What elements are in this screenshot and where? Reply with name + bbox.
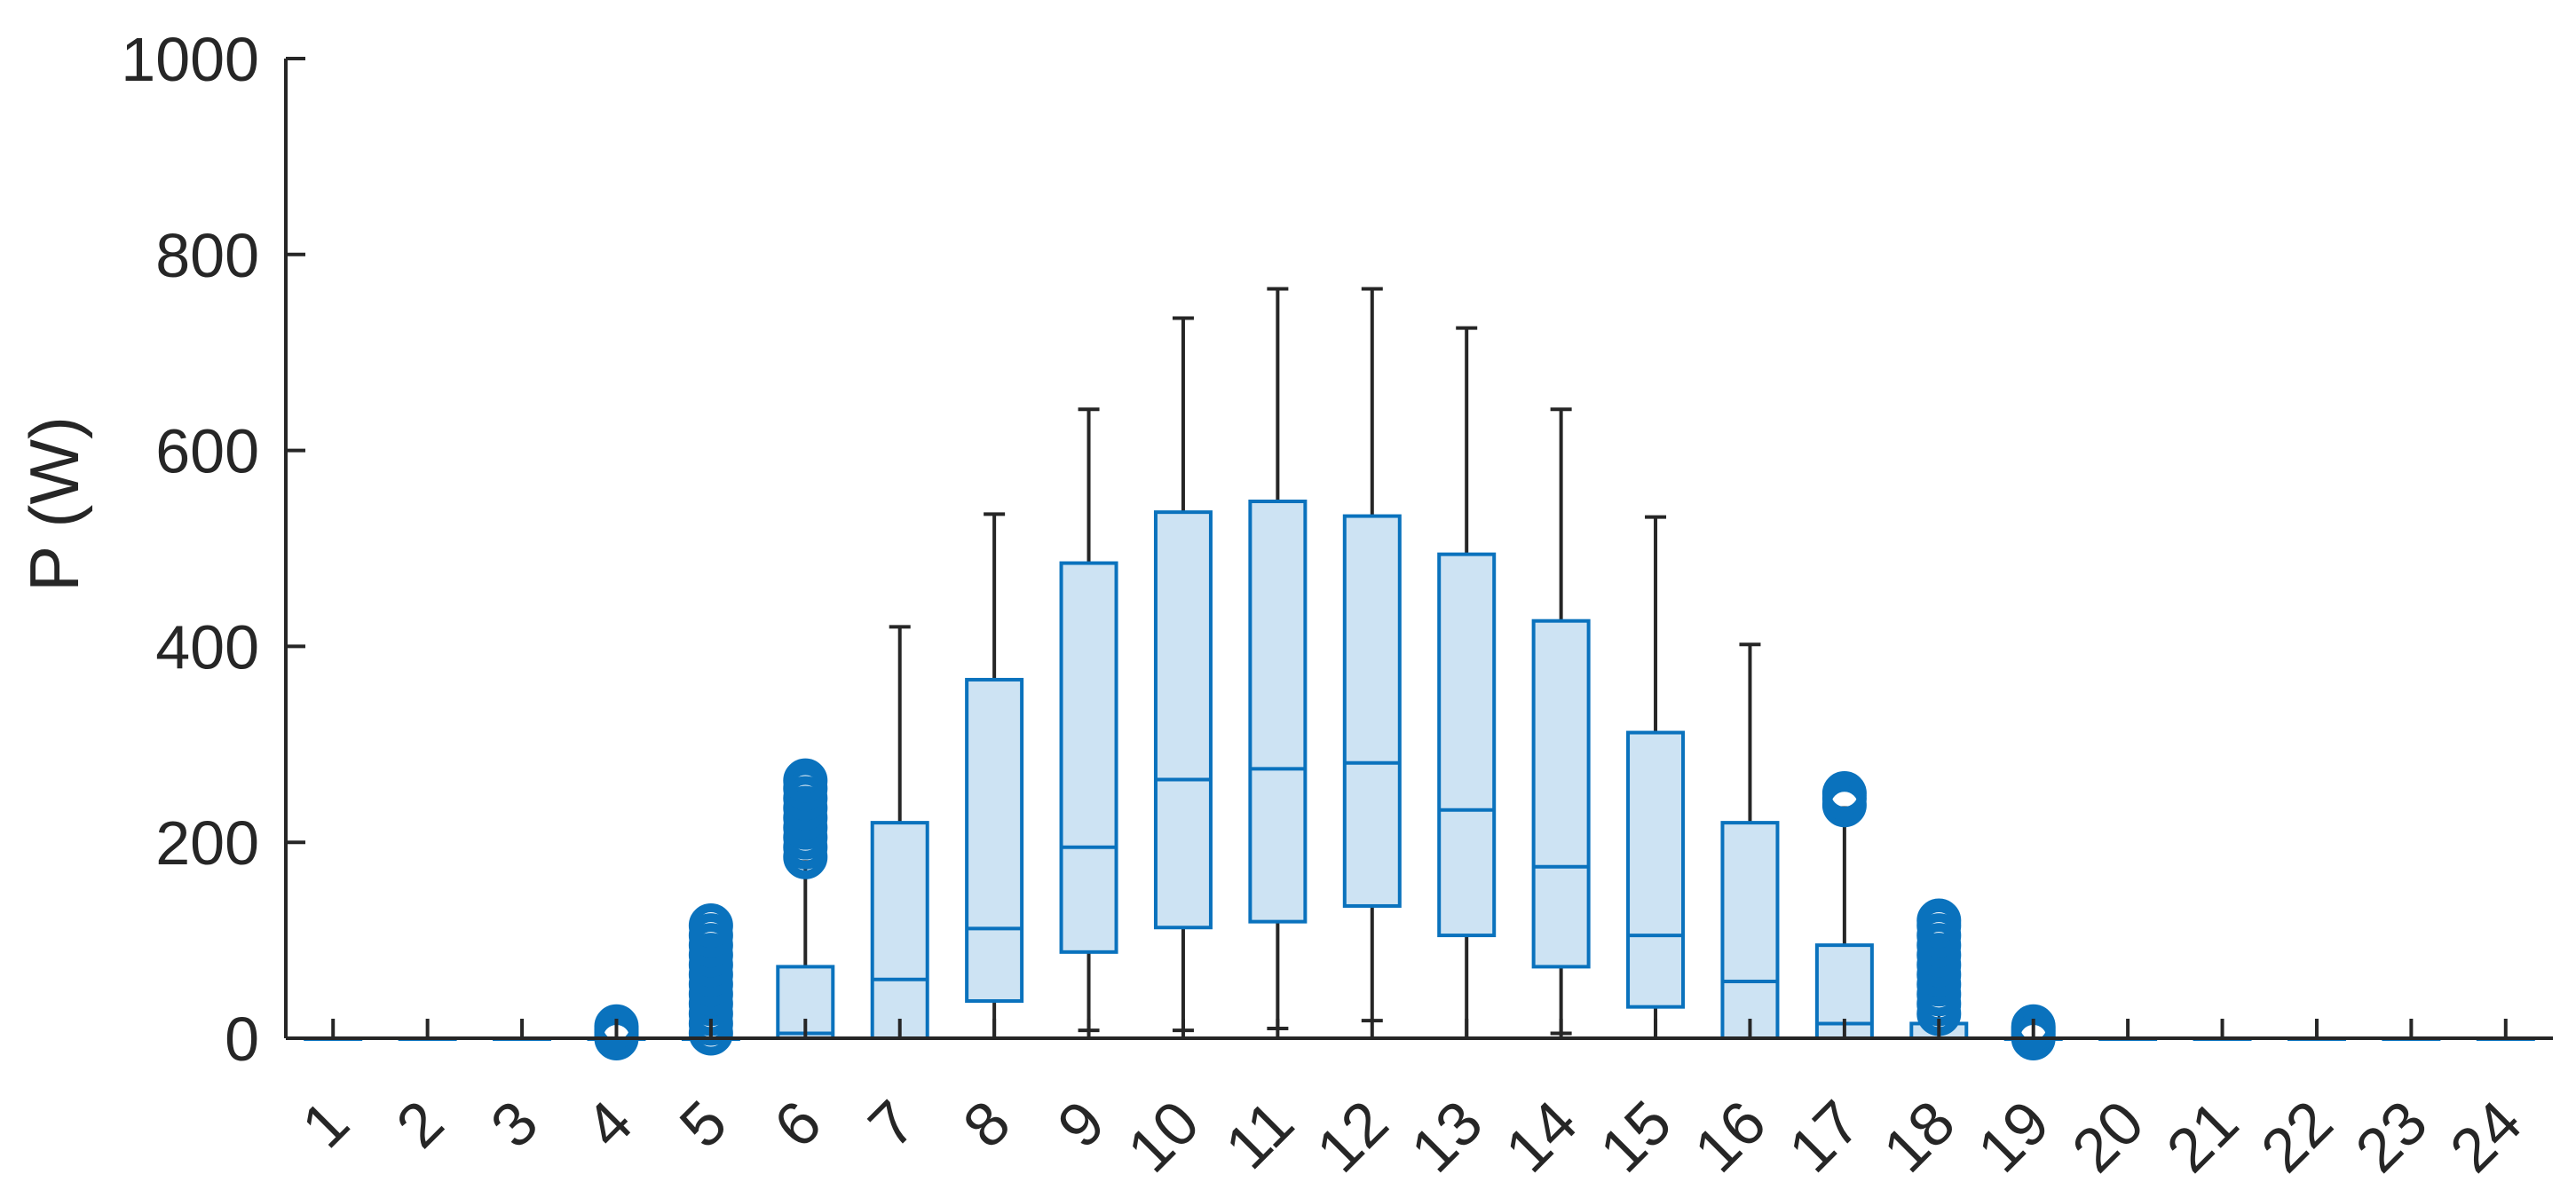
- y-tick-label: 200: [155, 808, 259, 878]
- x-tick-label: 10: [1114, 1087, 1212, 1182]
- x-tick-label: 14: [1492, 1087, 1590, 1182]
- y-ticks: 0 200 400 600 800 1000: [121, 25, 305, 1074]
- x-tick-label: 24: [2437, 1087, 2534, 1182]
- y-axis-title: P (W): [15, 416, 93, 592]
- x-tick-label: 18: [1870, 1087, 1968, 1182]
- box-7: [870, 625, 929, 1040]
- box-iqr: [1153, 510, 1213, 930]
- box-18: [1909, 898, 1969, 1040]
- y-tick-label: 800: [155, 221, 259, 290]
- box-iqr: [1059, 561, 1118, 954]
- box-11: [1248, 287, 1308, 1030]
- outlier-point: [594, 1004, 639, 1049]
- box-iqr: [1531, 619, 1591, 969]
- x-tick-label: 21: [2153, 1087, 2251, 1182]
- outlier-point: [688, 903, 733, 949]
- box-10: [1153, 316, 1213, 1033]
- outlier-point: [2011, 1004, 2056, 1049]
- plot-area: [304, 287, 2535, 1060]
- box-17: [1814, 771, 1874, 1040]
- y-tick-label: 600: [155, 417, 259, 486]
- axes: [284, 59, 2553, 1040]
- box-iqr: [1437, 552, 1497, 938]
- x-tick-label: 4: [572, 1087, 645, 1161]
- y-tick-label: 0: [225, 1005, 259, 1074]
- x-tick-label: 3: [478, 1087, 551, 1161]
- box-iqr: [965, 677, 1024, 1004]
- outlier-point: [1821, 771, 1867, 816]
- x-tick-label: 20: [2059, 1087, 2157, 1182]
- box-12: [1342, 287, 1402, 1023]
- x-tick-label: 16: [1681, 1087, 1779, 1182]
- x-tick-label: 19: [1964, 1087, 2062, 1182]
- box-6: [776, 758, 835, 1040]
- outlier-point: [1916, 898, 1962, 943]
- box-iqr: [870, 821, 929, 1040]
- box-9: [1059, 407, 1118, 1033]
- x-tick-label: 5: [667, 1087, 740, 1161]
- x-tick-label: 8: [950, 1087, 1023, 1161]
- box-iqr: [1248, 500, 1308, 924]
- box-iqr: [1342, 514, 1402, 908]
- x-tick-label: 1: [288, 1087, 362, 1161]
- y-tick-label: 400: [155, 612, 259, 682]
- x-tick-label: 17: [1775, 1087, 1873, 1182]
- x-tick-label: 22: [2248, 1087, 2345, 1182]
- x-tick-label: 11: [1212, 1087, 1307, 1182]
- outlier-point: [783, 758, 828, 803]
- box-15: [1626, 515, 1686, 1040]
- y-tick-label: 1000: [121, 25, 259, 94]
- box-iqr: [1720, 821, 1780, 1040]
- x-tick-label: 15: [1586, 1087, 1684, 1182]
- x-tick-label: 23: [2343, 1087, 2440, 1182]
- x-tick-label: 6: [761, 1087, 834, 1161]
- x-tick-label: 12: [1303, 1087, 1401, 1182]
- box-14: [1531, 407, 1591, 1036]
- box-13: [1437, 326, 1497, 1040]
- box-16: [1720, 642, 1780, 1040]
- box-iqr: [1626, 730, 1686, 1009]
- x-tick-label: 7: [856, 1087, 929, 1161]
- x-tick-label: 13: [1398, 1087, 1496, 1182]
- box-8: [965, 512, 1024, 1040]
- x-tick-label: 9: [1044, 1087, 1118, 1161]
- x-tick-label: 2: [383, 1087, 457, 1161]
